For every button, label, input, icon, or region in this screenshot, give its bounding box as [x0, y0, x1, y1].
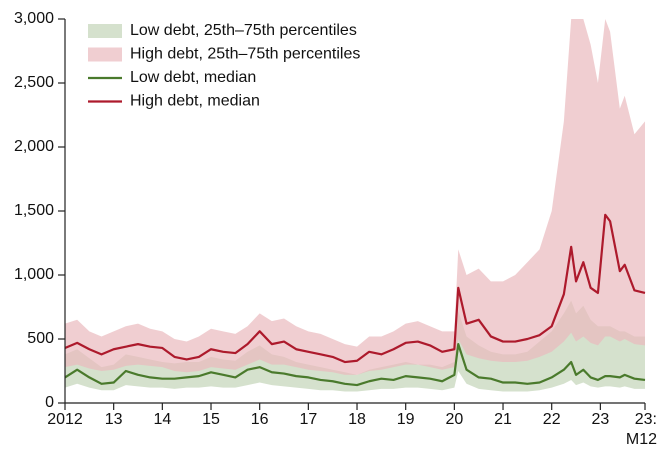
x-tick-label: 15	[202, 411, 220, 428]
legend-swatch	[88, 47, 122, 62]
percentile-band	[65, 300, 645, 392]
plot-area	[64, 19, 646, 392]
x-tick-label: 14	[153, 411, 171, 428]
x-tick-label: 23: M12	[626, 411, 657, 448]
x-tick-label: 2012	[47, 411, 83, 428]
x-tick-label: 16	[251, 411, 269, 428]
x-tick-label: 18	[348, 411, 366, 428]
x-tick-label: 22	[543, 411, 561, 428]
median-line	[64, 213, 646, 364]
legend-label: High debt, median	[130, 93, 260, 110]
y-tick-label: 1,500	[14, 202, 54, 219]
legend-label: Low debt, median	[130, 69, 256, 86]
legend-swatch	[88, 24, 122, 38]
y-tick-label: 1,000	[14, 266, 54, 283]
y-tick-label: 500	[27, 330, 54, 347]
x-tick-label: 21	[494, 411, 512, 428]
x-tick-label: 13	[105, 411, 123, 428]
x-tick-label: 20	[445, 411, 463, 428]
y-tick-label: 2,000	[14, 138, 54, 155]
y-tick-label: 3,000	[14, 10, 54, 27]
y-tick-label: 0	[45, 394, 54, 411]
median-line	[64, 343, 646, 387]
legend-label: Low debt, 25th–75th percentiles	[130, 22, 357, 39]
legend-label: High debt, 25th–75th percentiles	[130, 46, 360, 63]
x-tick-label: 19	[397, 411, 415, 428]
x-tick-label: 23	[591, 411, 609, 428]
y-tick-label: 2,500	[14, 74, 54, 91]
x-tick-label: 17	[299, 411, 317, 428]
percentile-band	[65, 19, 645, 375]
